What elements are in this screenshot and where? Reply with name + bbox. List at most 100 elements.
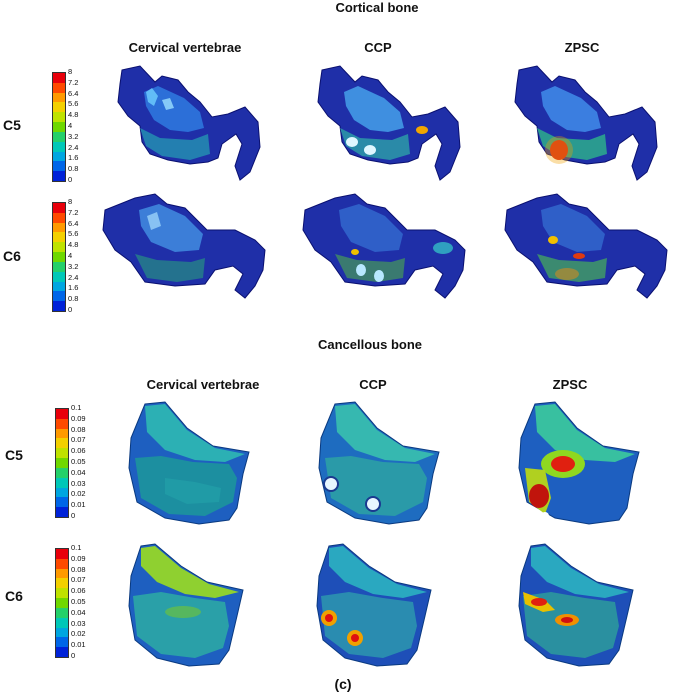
legend-swatch [56, 409, 68, 419]
cancellous-row-c6: C6 [5, 588, 23, 604]
legend-swatch [56, 497, 68, 508]
legend-tick-label: 0.05 [71, 457, 86, 466]
cancellous-c6-cervical-image [128, 543, 244, 667]
legend-swatch [56, 588, 68, 599]
legend-tick-label: 4.8 [68, 240, 79, 250]
legend-tick-label: 0.1 [71, 403, 82, 412]
legend-tick-label: 5.6 [68, 99, 79, 109]
legend-tick-label: 0.04 [71, 467, 86, 477]
legend-swatch [53, 161, 65, 172]
legend-tick-label: 7.2 [68, 77, 79, 87]
cortical-c6-zpsc-image [504, 193, 668, 299]
legend-tick-label: 4 [68, 121, 73, 130]
legend-tick-label: 0.09 [71, 553, 86, 563]
cancellous-row-c5: C5 [5, 447, 23, 463]
legend-swatch [53, 222, 65, 233]
cortical-c5-cervical-image [117, 65, 261, 181]
legend-swatch [56, 448, 68, 459]
cortical-c5-ccp-image [317, 65, 461, 181]
legend-tick-label: 0 [68, 305, 73, 314]
cortical-col-zpsc: ZPSC [564, 40, 600, 55]
legend-swatch [53, 102, 65, 113]
legend-swatch [56, 549, 68, 559]
cortical-c6-ccp-image [302, 193, 466, 299]
legend-tick-label: 0.8 [68, 164, 79, 174]
legend-tick-label: 4 [68, 251, 73, 260]
legend-swatch [56, 607, 68, 618]
legend-color-bar [52, 202, 66, 312]
legend-tick-label: 0.04 [71, 607, 86, 617]
legend-swatch [56, 467, 68, 478]
legend-swatch [53, 82, 65, 93]
cortical-c6-legend: 8 7.2 6.4 5.6 4.8 4 3.2 2.4 1.6 0.8 0 [52, 198, 96, 313]
legend-tick-label: 6.4 [68, 88, 79, 98]
cancellous-c6-legend: 0.1 0.09 0.08 0.07 0.06 0.05 0.04 0.03 0.02 0.01 0 [55, 544, 99, 659]
legend-swatch [56, 458, 68, 468]
figure-caption: (c) [334, 676, 352, 692]
legend-swatch [53, 122, 65, 132]
legend-tick-label: 0.09 [71, 413, 86, 423]
legend-tick-label: 7.2 [68, 207, 79, 217]
legend-tick-label: 0.03 [71, 478, 86, 488]
cancellous-c6-ccp-image [316, 543, 432, 667]
legend-tick-label: 0.06 [71, 586, 86, 596]
cancellous-c5-zpsc-image [518, 401, 640, 525]
legend-swatch [56, 487, 68, 498]
legend-tick-label: 0 [71, 651, 76, 660]
legend-swatch [53, 203, 65, 213]
legend-swatch [56, 558, 68, 569]
cancellous-section-title: Cancellous bone [317, 337, 423, 352]
legend-swatch [53, 271, 65, 282]
legend-color-bar [55, 548, 69, 658]
legend-tick-label: 8 [68, 67, 73, 76]
legend-swatch [56, 637, 68, 648]
legend-swatch [56, 627, 68, 638]
cortical-col-cervical: Cervical vertebrae [128, 40, 242, 55]
legend-swatch [53, 92, 65, 103]
legend-tick-label: 0.05 [71, 597, 86, 606]
legend-swatch [53, 242, 65, 253]
legend-tick-label: 2.4 [68, 142, 79, 152]
cancellous-c6-zpsc-image [518, 543, 634, 667]
cortical-col-ccp: CCP [364, 40, 392, 55]
legend-tick-label: 0.8 [68, 294, 79, 304]
legend-swatch [53, 301, 65, 311]
cancellous-c5-legend: 0.1 0.09 0.08 0.07 0.06 0.05 0.04 0.03 0.02 0.01 0 [55, 404, 99, 519]
legend-swatch [53, 151, 65, 162]
cancellous-col-zpsc: ZPSC [552, 377, 588, 392]
legend-tick-label: 4.8 [68, 110, 79, 120]
legend-tick-label: 6.4 [68, 218, 79, 228]
cortical-c5-legend: 8 7.2 6.4 5.6 4.8 4 3.2 2.4 1.6 0.8 0 [52, 68, 96, 183]
legend-tick-label: 2.4 [68, 272, 79, 282]
legend-swatch [56, 598, 68, 608]
legend-tick-label: 5.6 [68, 229, 79, 239]
legend-tick-label: 0 [71, 511, 76, 520]
cancellous-col-ccp: CCP [359, 377, 387, 392]
legend-swatch [53, 141, 65, 152]
legend-swatch [53, 212, 65, 223]
cancellous-col-cervical: Cervical vertebrae [146, 377, 260, 392]
legend-swatch [56, 647, 68, 657]
legend-swatch [56, 507, 68, 517]
cancellous-c5-ccp-image [318, 401, 440, 525]
legend-color-bar [55, 408, 69, 518]
legend-tick-label: 0.07 [71, 435, 86, 445]
legend-color-bar [52, 72, 66, 182]
legend-swatch [56, 477, 68, 488]
legend-tick-label: 8 [68, 197, 73, 206]
legend-swatch [56, 568, 68, 579]
legend-swatch [56, 438, 68, 449]
cortical-section-title: Cortical bone [335, 0, 419, 15]
legend-swatch [56, 418, 68, 429]
legend-swatch [53, 73, 65, 83]
legend-swatch [53, 281, 65, 292]
legend-tick-label: 3.2 [68, 131, 79, 141]
legend-swatch [53, 112, 65, 123]
cancellous-c5-cervical-image [128, 401, 250, 525]
cortical-row-c5: C5 [3, 117, 21, 133]
legend-tick-label: 0.06 [71, 446, 86, 456]
legend-swatch [53, 171, 65, 181]
legend-swatch [56, 617, 68, 628]
legend-swatch [56, 578, 68, 589]
legend-tick-label: 0.1 [71, 543, 82, 552]
